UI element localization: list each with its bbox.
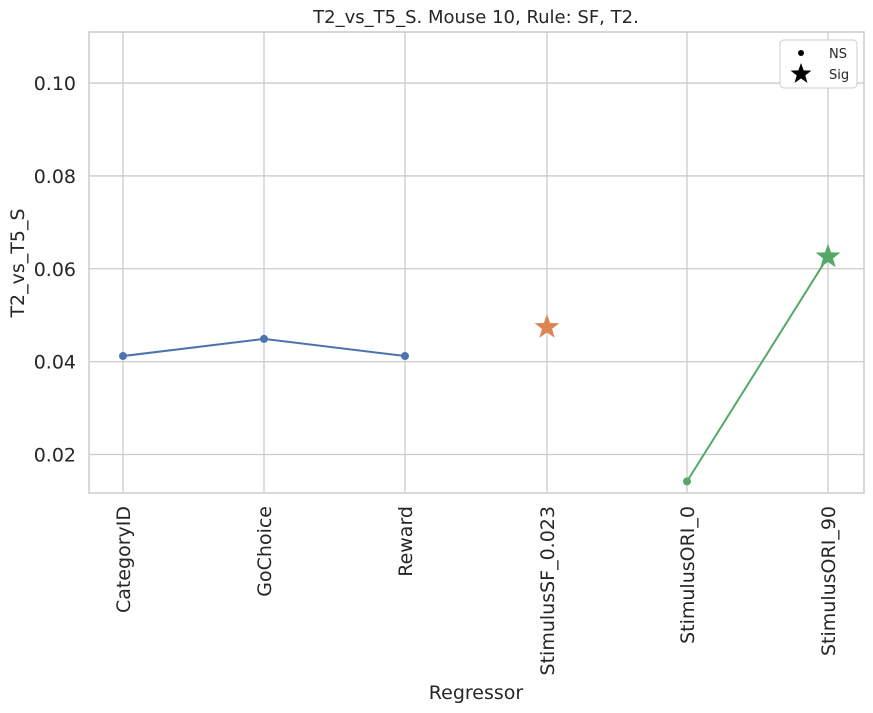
series-group	[534, 314, 560, 338]
legend-entry: Sig	[790, 63, 849, 83]
legend-entry: NS	[798, 47, 847, 62]
data-point	[683, 477, 691, 486]
x-tick-label: StimulusORI_90	[818, 506, 840, 656]
data-point	[260, 334, 268, 343]
legend-label: Sig	[829, 68, 849, 83]
x-tick-label: StimulusSF_0.023	[537, 506, 559, 675]
data-point	[119, 352, 127, 361]
grid-layer	[89, 32, 864, 493]
x-tick-label: CategoryID	[113, 506, 135, 613]
legend: NS Sig	[779, 39, 858, 89]
plot-border	[88, 31, 865, 494]
legend-entries: NS Sig	[790, 47, 849, 83]
y-tick-label: 0.10	[34, 73, 76, 95]
x-tick-label: GoChoice	[254, 506, 276, 597]
series-layer	[119, 243, 841, 486]
significant-point-star	[815, 243, 841, 268]
chart-title: T2_vs_T5_S. Mouse 10, Rule: SF, T2.	[312, 7, 639, 28]
y-tick-label: 0.02	[34, 444, 76, 466]
legend-label: NS	[829, 47, 847, 62]
series-line	[686, 256, 829, 482]
legend-star-marker	[790, 63, 812, 83]
tick-labels: 0.02 0.04 0.06 0.08 0.10 CategoryID GoChoice Re…	[34, 73, 840, 675]
series-group	[119, 334, 409, 361]
x-tick-label: StimulusORI_0	[677, 506, 699, 644]
significant-point-star	[534, 314, 560, 338]
series-group	[683, 243, 841, 486]
legend-dot-marker	[798, 50, 804, 56]
plot-frame	[88, 31, 865, 494]
y-tick-label: 0.06	[34, 259, 76, 281]
x-axis-label: Regressor	[429, 682, 524, 704]
y-tick-label: 0.04	[34, 352, 76, 374]
y-tick-label: 0.08	[34, 166, 76, 188]
data-point	[401, 352, 409, 361]
x-tick-label: Reward	[395, 506, 417, 577]
y-axis-label: T2_vs_T5_S	[7, 208, 29, 318]
